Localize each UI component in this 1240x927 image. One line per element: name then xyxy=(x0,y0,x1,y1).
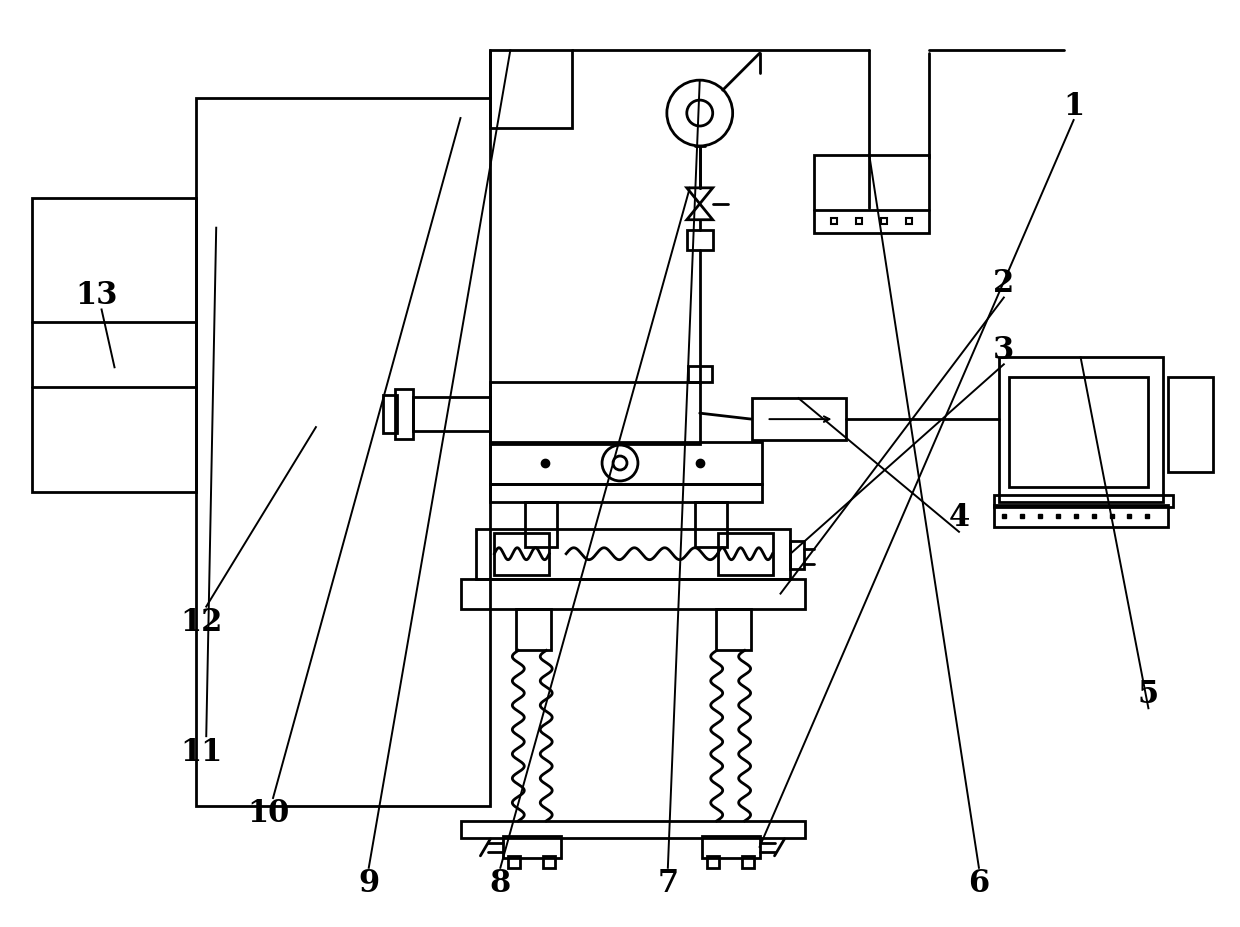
Bar xyxy=(742,856,754,868)
Bar xyxy=(1009,378,1148,488)
Text: 2: 2 xyxy=(993,268,1014,298)
Bar xyxy=(1168,378,1213,473)
Bar xyxy=(751,399,847,440)
Bar xyxy=(994,505,1168,527)
Bar xyxy=(999,358,1163,502)
Text: 1: 1 xyxy=(1063,91,1084,121)
Bar xyxy=(707,856,719,868)
Bar xyxy=(461,579,806,609)
Text: 3: 3 xyxy=(993,335,1014,365)
Bar xyxy=(702,836,760,857)
Bar xyxy=(495,533,549,575)
Bar xyxy=(394,389,413,439)
Bar xyxy=(543,856,556,868)
Bar xyxy=(383,396,397,434)
Text: 6: 6 xyxy=(968,868,990,898)
Bar xyxy=(476,529,790,579)
Text: 8: 8 xyxy=(490,868,511,898)
Bar xyxy=(490,383,699,445)
Bar xyxy=(516,609,552,651)
Bar xyxy=(32,198,196,492)
Bar xyxy=(790,541,805,569)
Bar xyxy=(461,821,806,838)
Bar xyxy=(715,609,750,651)
Bar xyxy=(490,442,761,485)
Text: 4: 4 xyxy=(949,502,970,533)
Bar xyxy=(413,398,490,432)
Bar xyxy=(994,495,1173,507)
Text: 10: 10 xyxy=(247,797,289,829)
Text: 9: 9 xyxy=(358,868,379,898)
Text: 11: 11 xyxy=(180,736,222,767)
Text: 5: 5 xyxy=(1138,678,1159,709)
Bar xyxy=(526,502,557,547)
Bar xyxy=(490,51,572,129)
Bar xyxy=(718,533,773,575)
Bar xyxy=(490,485,761,502)
Bar xyxy=(688,367,712,383)
Bar xyxy=(508,856,521,868)
Bar xyxy=(815,156,929,234)
Bar xyxy=(503,836,562,857)
Text: 13: 13 xyxy=(76,280,118,311)
Text: 7: 7 xyxy=(657,868,678,898)
Bar xyxy=(687,231,713,250)
Text: 12: 12 xyxy=(180,606,222,638)
Bar xyxy=(694,502,727,547)
Bar xyxy=(196,99,490,806)
